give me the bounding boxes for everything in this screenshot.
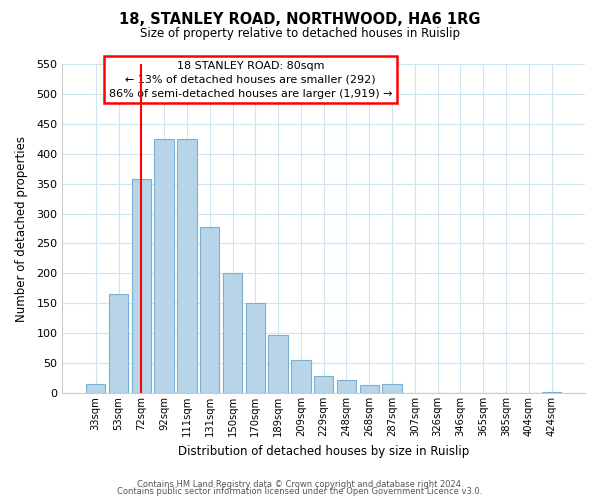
Bar — [86, 384, 106, 393]
Bar — [223, 274, 242, 393]
Bar — [382, 384, 402, 393]
Text: Contains public sector information licensed under the Open Government Licence v3: Contains public sector information licen… — [118, 487, 482, 496]
Bar — [291, 360, 311, 393]
Bar — [131, 180, 151, 393]
Text: 18, STANLEY ROAD, NORTHWOOD, HA6 1RG: 18, STANLEY ROAD, NORTHWOOD, HA6 1RG — [119, 12, 481, 28]
Text: Size of property relative to detached houses in Ruislip: Size of property relative to detached ho… — [140, 28, 460, 40]
Bar — [109, 294, 128, 393]
Bar — [359, 385, 379, 393]
Bar — [314, 376, 334, 393]
Bar — [177, 139, 197, 393]
Bar — [200, 228, 220, 393]
Bar — [542, 392, 561, 393]
Text: Contains HM Land Registry data © Crown copyright and database right 2024.: Contains HM Land Registry data © Crown c… — [137, 480, 463, 489]
Bar — [245, 304, 265, 393]
Text: 18 STANLEY ROAD: 80sqm
← 13% of detached houses are smaller (292)
86% of semi-de: 18 STANLEY ROAD: 80sqm ← 13% of detached… — [109, 60, 392, 98]
X-axis label: Distribution of detached houses by size in Ruislip: Distribution of detached houses by size … — [178, 444, 469, 458]
Y-axis label: Number of detached properties: Number of detached properties — [15, 136, 28, 322]
Bar — [337, 380, 356, 393]
Bar — [154, 139, 174, 393]
Bar — [268, 335, 288, 393]
